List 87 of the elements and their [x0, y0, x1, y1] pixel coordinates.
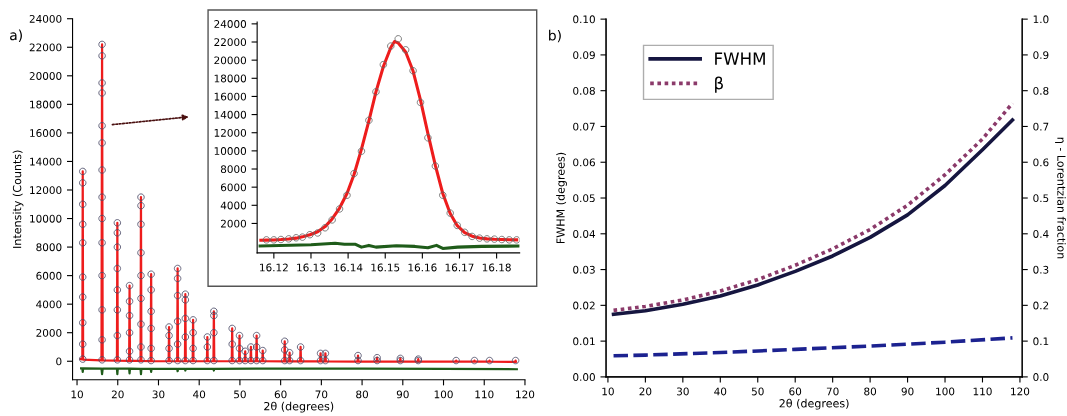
y-tick-label: 4000	[36, 300, 62, 309]
y-tick-label: 20000	[29, 72, 62, 80]
y-tick-label: 6000	[36, 271, 62, 280]
x-tick-label: 70	[315, 390, 328, 399]
x-axis-title: 2θ (degrees)	[779, 398, 849, 410]
y-axis-title: Intensity (Counts)	[12, 150, 24, 248]
y-tick-label: 6000	[220, 183, 247, 192]
x-tick-label: 30	[677, 387, 689, 396]
y-tick-label: 16000	[30, 129, 62, 137]
legend-label: β	[715, 76, 723, 93]
y-axis-title: FWHM (degrees)	[556, 152, 567, 244]
x-tick-label: 70	[826, 387, 839, 396]
x-tick-label: 20	[111, 390, 124, 399]
y-tick-label: 0.03	[573, 265, 595, 274]
y-tick-label: 0.09	[573, 51, 595, 60]
y-tick-label: 24000	[214, 20, 247, 28]
y2-tick-label: 0.2	[1033, 301, 1049, 310]
y-tick-label: 22000	[214, 38, 247, 47]
x-tick-label: 30	[152, 390, 165, 399]
x-tick-label: 90	[396, 390, 409, 399]
legend-label: FWHM	[715, 52, 765, 65]
x-tick-label: 100	[434, 390, 453, 399]
y-tick-label: 0.10	[573, 15, 595, 24]
y-tick-label: 0.00	[573, 373, 595, 381]
y-tick-label: 2000	[220, 219, 247, 228]
y2-tick-label: 0.6	[1033, 158, 1049, 167]
y2-tick-label: 0.0	[1033, 373, 1049, 381]
y-tick-label: 0.05	[573, 194, 595, 203]
x-tick-label: 120	[516, 390, 535, 399]
y-tick-label: 18000	[214, 74, 247, 83]
x-tick-label: 120	[1011, 387, 1030, 396]
y-tick-label: 0	[56, 357, 62, 366]
x-tick-label: 10	[71, 390, 83, 399]
x-tick-label: 110	[973, 387, 992, 396]
y2-tick-label: 1.0	[1033, 15, 1049, 24]
x-tick-label: 16.16	[408, 263, 437, 272]
x-tick-label: 110	[475, 390, 494, 399]
y-tick-label: 10000	[214, 147, 247, 155]
y-tick-label: 12000	[214, 128, 247, 137]
x-tick-label: 100	[936, 387, 955, 396]
x-tick-label: 40	[193, 390, 206, 399]
y2-tick-label: 0.4	[1033, 230, 1049, 238]
y-tick-label: 16000	[214, 92, 247, 101]
x-tick-label: 16.15	[371, 263, 400, 272]
y-tick-label: 0.07	[573, 122, 595, 131]
x-tick-label: 40	[714, 387, 727, 396]
y-tick-label: 8000	[220, 165, 247, 174]
x-tick-label: 16.18	[482, 263, 511, 272]
y2-tick-label: 0.9	[1033, 51, 1049, 60]
y-tick-label: 2000	[36, 328, 62, 337]
y-tick-label: 0.02	[573, 301, 595, 310]
y-tick-label: 22000	[29, 43, 62, 52]
text: a)	[10, 29, 22, 42]
x-axis-title: 2θ (degrees)	[264, 401, 334, 413]
y-tick-label: 24000	[29, 14, 62, 23]
x-tick-label: 60	[789, 387, 802, 396]
x-tick-label: 16.12	[260, 263, 288, 272]
y2-tick-label: 0.1	[1033, 337, 1049, 346]
y-tick-label: 0.06	[573, 158, 595, 167]
x-tick-label: 16.13	[297, 263, 326, 272]
x-tick-label: 80	[864, 387, 877, 396]
y-tick-label: 10000	[30, 214, 62, 223]
y-tick-label: 8000	[36, 243, 62, 252]
x-tick-label: 16.14	[334, 263, 363, 272]
y-tick-label: 0.08	[573, 86, 595, 95]
y2-axis-title: η - Lorentzian fraction	[1055, 137, 1066, 259]
y-tick-label: 0.04	[573, 230, 596, 238]
y-tick-label: 20000	[214, 56, 247, 65]
y2-tick-label: 0.7	[1033, 122, 1049, 131]
x-tick-label: 60	[274, 390, 287, 399]
x-tick-label: 50	[751, 387, 764, 396]
y-tick-label: 0.01	[573, 337, 595, 346]
x-tick-label: 90	[901, 387, 914, 396]
x-tick-label: 80	[356, 390, 369, 399]
y-tick-label: 18000	[30, 100, 62, 109]
y-tick-label: 4000	[220, 201, 247, 210]
y2-tick-label: 0.3	[1033, 265, 1049, 274]
y2-tick-label: 0.8	[1033, 86, 1049, 95]
y-tick-label: 14000	[30, 157, 62, 166]
text: b)	[549, 29, 561, 43]
y2-tick-label: 0.5	[1033, 194, 1049, 203]
x-tick-label: 50	[234, 390, 246, 399]
y-tick-label: 14000	[214, 110, 247, 119]
x-tick-label: 20	[639, 387, 652, 396]
y-tick-label: 12000	[30, 186, 62, 195]
x-tick-label: 10	[602, 387, 614, 396]
x-tick-label: 16.17	[445, 263, 474, 272]
